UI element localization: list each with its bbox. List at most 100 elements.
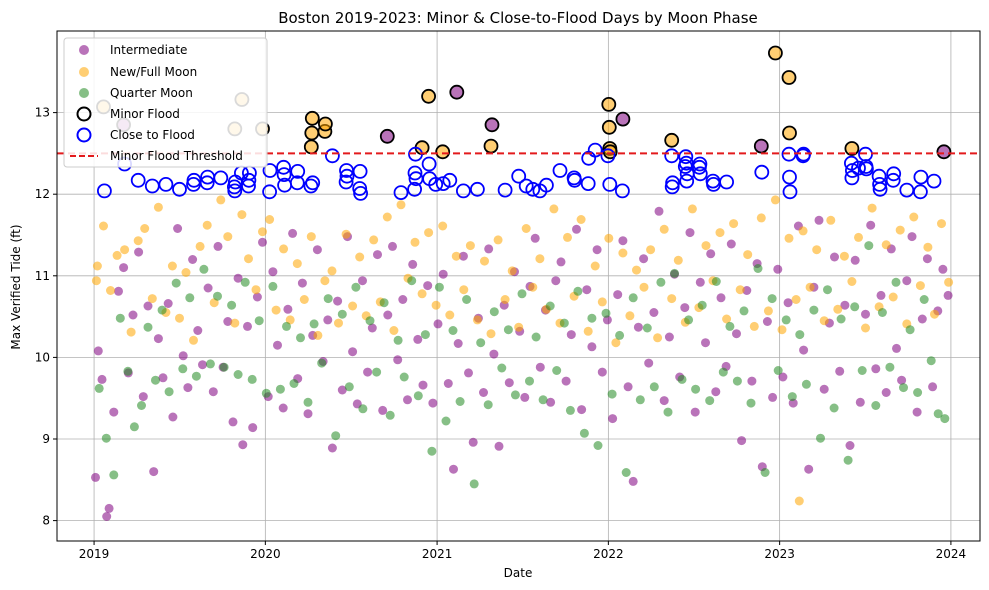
data-point-minor-flood xyxy=(844,141,860,156)
data-point-new-full-moon xyxy=(791,295,801,304)
point-fill xyxy=(665,134,678,147)
data-point-quarter-moon xyxy=(199,264,209,274)
data-point-minor-flood xyxy=(317,116,333,132)
data-point-quarter-moon xyxy=(891,277,901,287)
data-point-quarter-moon xyxy=(850,302,860,312)
data-point-new-full-moon xyxy=(153,202,163,212)
data-point-quarter-moon xyxy=(787,392,797,402)
data-point-intermediate xyxy=(917,314,927,324)
data-point-intermediate xyxy=(373,250,382,260)
data-point-new-full-moon xyxy=(867,203,877,213)
data-point-new-full-moon xyxy=(396,200,406,210)
data-point-quarter-moon xyxy=(857,366,867,375)
data-point-intermediate xyxy=(367,323,377,333)
data-point-new-full-moon xyxy=(861,323,870,333)
x-tick-label: 2024 xyxy=(936,547,967,561)
data-point-intermediate xyxy=(680,303,690,313)
data-point-quarter-moon xyxy=(137,401,146,410)
x-axis-title: Date xyxy=(504,566,533,580)
data-point-intermediate xyxy=(597,367,607,377)
data-point-intermediate xyxy=(258,237,267,247)
data-point-intermediate xyxy=(248,423,258,433)
data-point-intermediate xyxy=(912,407,922,417)
data-point-intermediate xyxy=(203,283,213,293)
data-point-intermediate xyxy=(303,409,313,419)
x-tick-label: 2023 xyxy=(764,547,795,561)
data-point-intermediate xyxy=(228,417,238,427)
data-point-quarter-moon xyxy=(344,382,354,392)
data-point-intermediate xyxy=(398,295,408,304)
data-point-quarter-moon xyxy=(331,431,341,441)
data-point-intermediate xyxy=(582,285,592,295)
data-point-new-full-moon xyxy=(701,241,711,251)
point-fill xyxy=(769,47,782,59)
data-point-intermediate xyxy=(664,332,674,342)
point-fill xyxy=(305,140,318,153)
data-point-intermediate xyxy=(119,263,129,273)
data-point-new-full-moon xyxy=(202,220,212,230)
legend-marker-close-to-flood xyxy=(76,127,92,143)
series-intermediate xyxy=(91,206,953,521)
data-point-new-full-moon xyxy=(417,289,427,299)
data-point-new-full-moon xyxy=(632,265,641,275)
data-point-intermediate xyxy=(649,308,659,317)
data-point-quarter-moon xyxy=(601,308,611,318)
data-point-intermediate xyxy=(659,396,669,406)
data-point-intermediate xyxy=(762,317,772,326)
data-point-close-to-flood xyxy=(782,184,798,200)
data-point-new-full-moon xyxy=(369,235,379,245)
data-point-new-full-moon xyxy=(763,306,773,316)
data-point-intermediate xyxy=(388,241,397,251)
data-point-intermediate xyxy=(268,267,278,277)
data-point-new-full-moon xyxy=(535,254,545,264)
data-point-quarter-moon xyxy=(510,390,520,400)
x-tick-label: 2020 xyxy=(250,547,281,561)
data-point-new-full-moon xyxy=(465,241,475,251)
point-fill xyxy=(319,118,332,130)
data-point-intermediate xyxy=(613,290,623,300)
data-point-intermediate xyxy=(706,249,716,259)
point-fill xyxy=(616,113,629,126)
data-point-new-full-moon xyxy=(279,244,289,254)
y-tick-label: 12 xyxy=(35,187,50,201)
data-point-quarter-moon xyxy=(489,307,499,317)
data-point-new-full-moon xyxy=(604,233,614,243)
data-point-close-to-flood xyxy=(428,176,444,192)
point-fill xyxy=(450,86,463,99)
data-point-intermediate xyxy=(193,326,203,335)
data-point-quarter-moon xyxy=(282,321,291,331)
data-point-new-full-moon xyxy=(812,245,822,255)
data-point-new-full-moon xyxy=(258,227,267,237)
data-point-new-full-moon xyxy=(687,204,697,214)
data-point-close-to-flood xyxy=(393,185,409,201)
data-point-close-to-flood xyxy=(926,173,942,189)
data-point-quarter-moon xyxy=(732,376,742,386)
data-point-new-full-moon xyxy=(646,245,656,255)
data-point-quarter-moon xyxy=(545,301,555,311)
data-point-intermediate xyxy=(243,321,252,331)
point-fill xyxy=(603,121,616,134)
data-point-new-full-moon xyxy=(597,297,607,307)
data-point-quarter-moon xyxy=(677,374,687,384)
data-point-intermediate xyxy=(468,437,478,447)
data-point-quarter-moon xyxy=(205,359,215,369)
data-point-intermediate xyxy=(855,397,865,407)
data-point-quarter-moon xyxy=(462,295,472,304)
data-point-intermediate xyxy=(845,441,855,450)
data-point-new-full-moon xyxy=(438,221,448,231)
data-point-intermediate xyxy=(297,278,307,288)
data-point-new-full-moon xyxy=(355,252,365,262)
point-fill xyxy=(783,71,795,84)
data-point-new-full-moon xyxy=(486,329,496,339)
data-point-quarter-moon xyxy=(483,400,493,410)
data-point-new-full-moon xyxy=(847,277,857,286)
plot-frame xyxy=(56,30,981,542)
data-point-close-to-flood xyxy=(497,182,513,198)
data-point-close-to-flood xyxy=(600,148,616,164)
legend-box xyxy=(63,37,268,168)
data-point-intermediate xyxy=(238,440,248,450)
data-point-new-full-moon xyxy=(833,304,843,314)
legend-marker-new-full-moon xyxy=(79,67,89,77)
data-point-quarter-moon xyxy=(296,333,305,343)
data-point-quarter-moon xyxy=(823,285,832,295)
